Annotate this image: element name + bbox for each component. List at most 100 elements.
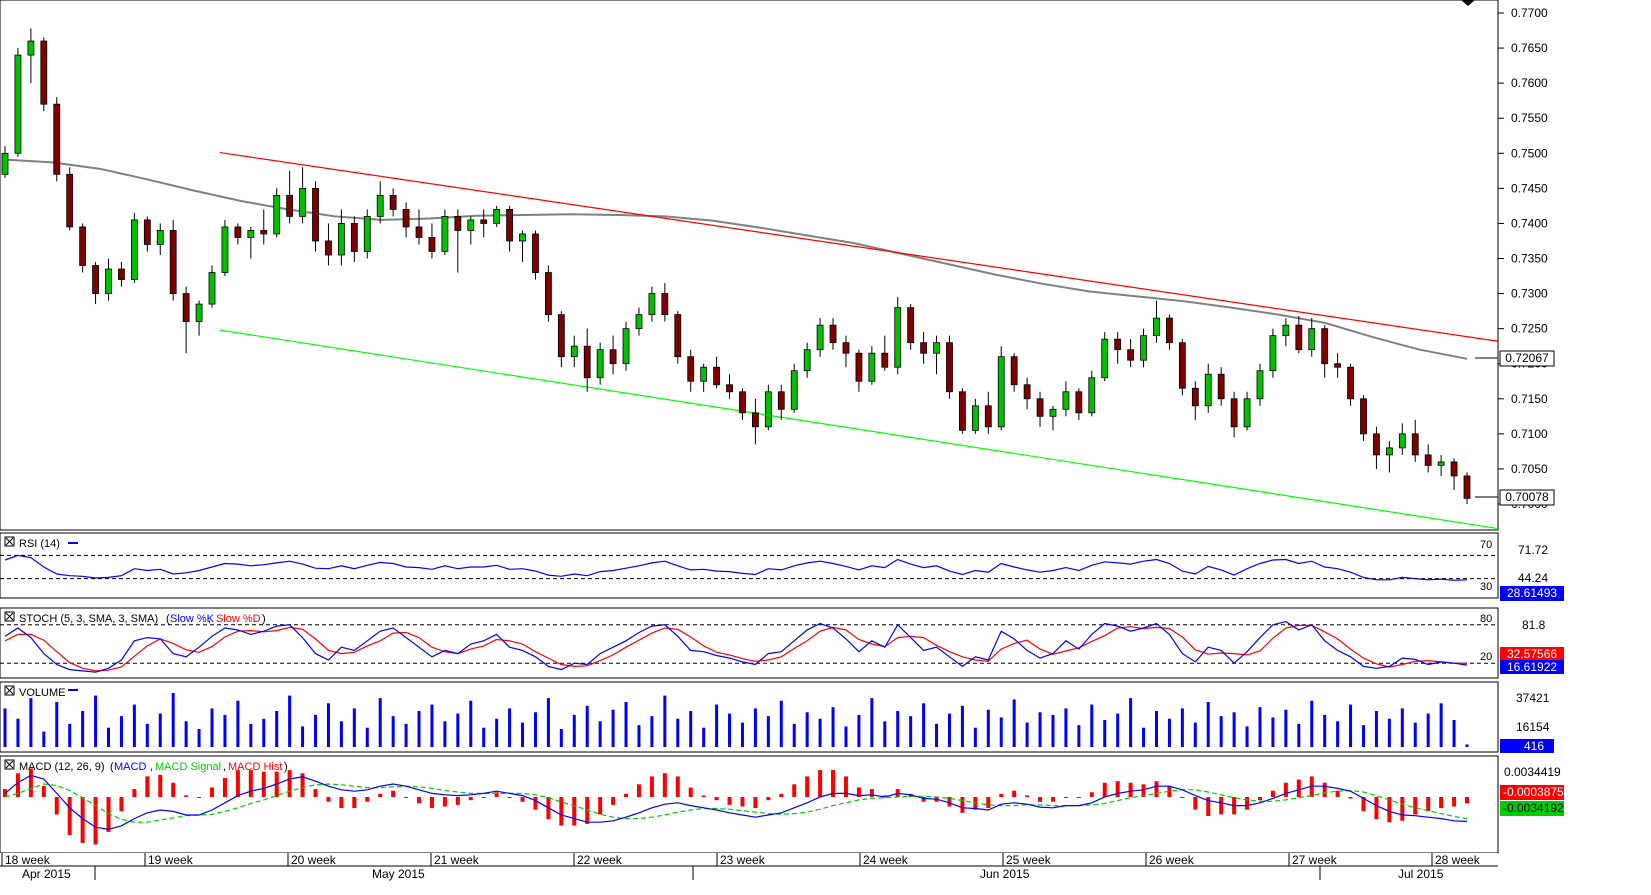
price-axis-label: 0.7250 <box>1511 322 1548 336</box>
macd-hist-bar <box>1257 797 1262 801</box>
volume-bar <box>223 714 227 747</box>
candle <box>389 188 397 217</box>
macd-hist-bar <box>1050 797 1055 802</box>
macd-pane[interactable]: MACD (12, 26, 9) ( MACD , MACD Signal , … <box>0 755 1564 854</box>
stoch-d-tag-text: 32.57566 <box>1507 647 1557 661</box>
volume-bar <box>844 726 848 747</box>
macd-hist-bar <box>1193 797 1198 810</box>
lower-trendline[interactable] <box>219 329 1499 530</box>
macd-legend-open-paren: ( <box>110 761 114 773</box>
macd-hist-bar <box>171 782 176 797</box>
volume-bar <box>792 723 796 747</box>
volume-bar <box>909 716 913 747</box>
candle-body <box>816 324 824 351</box>
candle-body <box>493 208 501 224</box>
candle-body <box>1036 398 1044 417</box>
volume-bar <box>947 713 951 747</box>
candle <box>221 219 229 277</box>
candle-body <box>997 356 1005 428</box>
volume-bar <box>339 721 343 747</box>
price-axis-label: 0.7150 <box>1511 392 1548 406</box>
volume-bar <box>301 726 305 747</box>
candle <box>1282 318 1290 347</box>
candle <box>312 181 319 252</box>
upper-trendline[interactable] <box>219 151 1499 342</box>
macd-hist-bar <box>352 797 357 809</box>
macd-hist-bar <box>365 797 370 802</box>
moving-average-layer <box>4 158 1468 360</box>
candle-body <box>1075 391 1083 414</box>
macd-legend-comma-2: , <box>223 761 226 773</box>
week-label: 23 week <box>720 853 766 867</box>
stoch-k-tag-text: 16.61922 <box>1507 660 1557 674</box>
candle-body <box>14 54 22 154</box>
candle-body <box>27 40 35 56</box>
macd-hist-bar <box>67 797 72 836</box>
stoch-pane[interactable]: STOCH (5, 3, SMA, 3, SMA) ( Slow %K , Sl… <box>0 607 1564 679</box>
candle <box>208 265 216 308</box>
volume-bar <box>676 718 680 747</box>
trendline-layer[interactable] <box>219 151 1499 530</box>
candle-body <box>1269 335 1277 372</box>
macd-layer <box>3 768 1469 845</box>
volume-bar <box>1310 700 1314 747</box>
candle-body <box>1437 461 1445 466</box>
volume-bar <box>495 718 499 747</box>
volume-pane[interactable]: VOLUME 37421 16154 416 <box>0 681 1554 753</box>
candle-body <box>169 230 177 294</box>
candle-body <box>557 314 565 358</box>
candle-body <box>337 223 345 256</box>
macd-hist-bar <box>960 797 965 813</box>
price-axis-label: 0.7300 <box>1511 287 1548 301</box>
rsi-pane[interactable]: RSI (14) 70 30 71.72 44.24 28.61493 <box>0 532 1564 601</box>
rsi-close-x-icon <box>5 537 14 546</box>
volume-pane-border <box>0 681 1499 753</box>
volume-bar <box>728 713 732 747</box>
candle-body <box>777 391 785 410</box>
candle <box>959 388 966 434</box>
candle-body <box>583 345 591 379</box>
ma-price-tag: 0.72067 <box>1475 350 1555 367</box>
moving-average-line <box>4 158 1468 360</box>
macd-hist-bar <box>1335 790 1340 797</box>
macd-hist-bar <box>649 776 654 797</box>
macd-hist-bar <box>468 797 473 801</box>
candle-body <box>1217 373 1225 400</box>
volume-bar <box>598 721 602 747</box>
volume-bar <box>352 708 356 747</box>
candle <box>557 311 565 368</box>
ma-price-tag-text: 0.72067 <box>1505 351 1549 365</box>
stoch-level-20: 20 <box>1480 651 1492 663</box>
volume-bar <box>1051 714 1055 747</box>
macd-hist-bar <box>792 784 797 797</box>
candle-body <box>1178 342 1186 389</box>
candle <box>1062 381 1070 417</box>
candle-body <box>648 293 656 316</box>
candle <box>816 318 824 357</box>
candle-body <box>1062 391 1070 410</box>
candle <box>894 297 902 375</box>
volume-bar <box>857 714 861 747</box>
scroll-marker-icon[interactable] <box>1461 0 1475 6</box>
macd-hist-bar <box>1167 785 1172 797</box>
stoch-k-tag-box <box>1500 660 1564 674</box>
macd-hist-bar <box>1270 790 1275 797</box>
volume-bar <box>1374 711 1378 747</box>
candle <box>1140 328 1147 368</box>
macd-close-x-icon <box>5 760 14 769</box>
volume-bar <box>1090 704 1094 747</box>
candle <box>1101 332 1109 382</box>
last-price-tag-text: 0.70078 <box>1505 490 1549 504</box>
candle <box>480 209 488 238</box>
candle <box>130 212 138 284</box>
candle-body <box>299 187 306 217</box>
candle <box>325 223 332 266</box>
candle-body <box>1360 398 1367 435</box>
candle <box>169 219 177 301</box>
price-pane[interactable]: 0.7700 0.7650 0.7600 0.7550 0.7500 0.7450 0.74… <box>0 0 1555 531</box>
candle <box>1153 300 1160 343</box>
month-label: Apr 2015 <box>22 867 71 881</box>
volume-bar <box>831 707 835 747</box>
price-axis-label: 0.7650 <box>1511 41 1548 55</box>
volume-bar <box>1452 720 1456 747</box>
